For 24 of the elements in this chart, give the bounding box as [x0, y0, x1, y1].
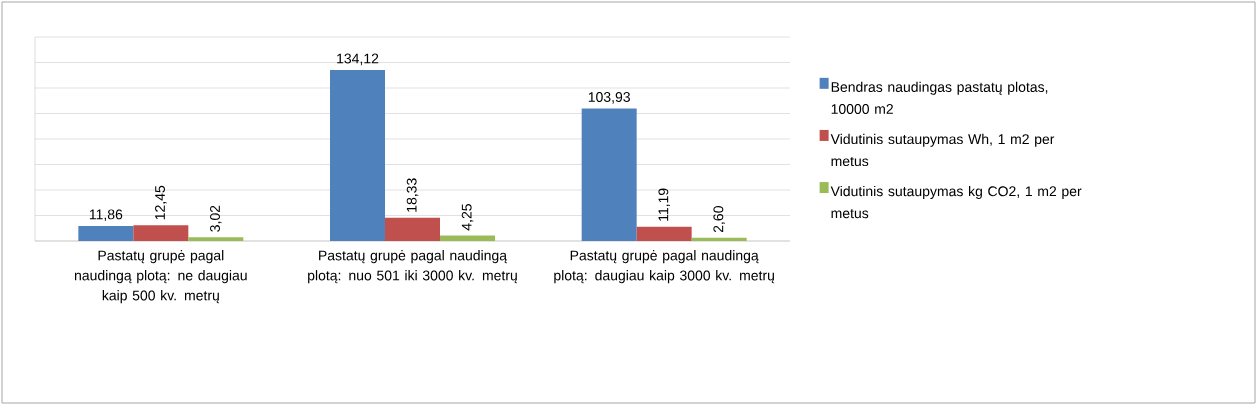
- bar: [133, 225, 189, 241]
- bar: [330, 70, 385, 241]
- data-label: 11,86: [89, 209, 123, 222]
- data-label: 3,02: [210, 205, 222, 232]
- bar: [188, 237, 244, 241]
- data-label: 103,93: [588, 92, 630, 104]
- x-tick-label: Pastatų grupė pagal naudingą plotą: ne daugiau kaip 500 kv. metrų: [74, 250, 247, 304]
- x-tick-label: Pastatų grupė pagal naudingą plotą: nuo 501 iki 3000 kv. metrų: [308, 250, 518, 284]
- legend-label: Bendras naudingas pastatų plotas, 10000 m2: [831, 81, 1048, 114]
- data-label: 134,12: [337, 53, 379, 66]
- legend-label: Vidutinis sutaupymas kg CO2, 1 m2 per metus: [830, 185, 1082, 219]
- data-label: 4,25: [461, 204, 474, 231]
- bar: [581, 108, 637, 241]
- bar: [385, 217, 440, 241]
- legend-label: Vidutinis sutaupymas Wh, 1 m2 per metus: [830, 133, 1055, 167]
- x-tick-label: Pastatų grupė pagal naudingą plotą: daugiau kaip 3000 kv. metrų: [554, 250, 775, 284]
- data-label: 12,45: [155, 185, 167, 220]
- data-label: 2,60: [713, 206, 725, 233]
- bar: [691, 237, 747, 241]
- bar: [440, 235, 495, 241]
- bar: [636, 226, 692, 241]
- data-label: 11,19: [658, 188, 670, 221]
- data-label: 18,33: [406, 178, 419, 212]
- bar: [78, 225, 134, 241]
